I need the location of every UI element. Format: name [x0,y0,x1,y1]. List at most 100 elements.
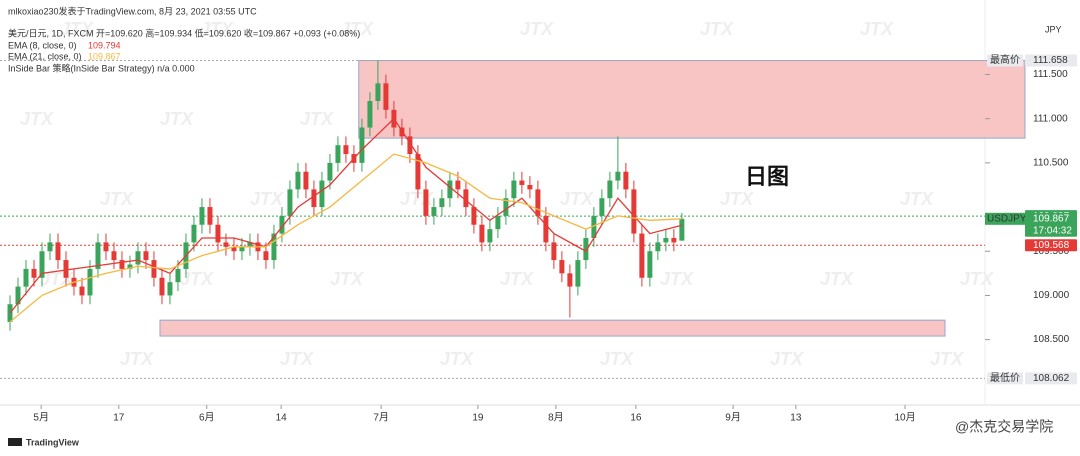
x-tick-label: 8月 [548,412,564,424]
candle-body [103,242,109,252]
chart-annotation: 日图 [745,164,789,189]
y-tick-label: 109.000 [1033,290,1070,301]
candle-body [343,145,349,155]
candle-body [135,251,141,265]
watermark: JTX [180,269,214,289]
candle-body [671,237,677,243]
candle-body [79,286,85,296]
watermark: JTX [820,269,854,289]
watermark: JTX [160,109,194,129]
candle-body [31,268,37,278]
price-label-box [1025,372,1077,385]
author-line: mlkoxiao230发表于TradingView.com, 8月 23, 20… [8,5,257,16]
watermark: JTX [60,19,94,39]
candle-body [7,304,13,322]
candle-body [607,180,613,199]
zone [358,60,1026,139]
candle-body [199,207,205,225]
watermark: JTX [660,269,694,289]
ema-line [9,153,682,323]
watermark: JTX [100,189,134,209]
candle-body [111,251,117,261]
candle-body [127,264,133,269]
candle-body [119,260,125,269]
candle-body [143,251,149,261]
watermark: JTX [520,19,554,39]
watermark: JTX [200,19,234,39]
candle-body [631,189,637,234]
zone [159,319,946,337]
price-label-time: 17:04:32 [1033,225,1072,236]
watermark: JTX [560,189,594,209]
price-label-box [1025,239,1077,252]
x-tick-label: 19 [472,413,484,424]
candle-body [479,224,485,243]
ema-line [9,117,683,314]
candle-body [191,224,197,243]
y-tick-label: 111.000 [1033,113,1068,124]
price-label: 108.062 [1033,373,1070,384]
candle-body [495,215,501,230]
candle-body [655,242,661,252]
candle-body [407,136,413,155]
watermark: JTX [400,189,434,209]
candle-body [439,198,445,208]
candle-body [55,242,61,261]
watermark: JTX [700,19,734,39]
x-tick-label: 13 [790,413,802,424]
price-label-name: 最高价 [990,53,1020,66]
candle-body [151,260,157,278]
candle-body [503,198,509,216]
watermark: JTX [500,269,534,289]
candle-body [63,260,69,278]
candle-body [679,218,685,241]
x-tick-label: 14 [276,413,288,424]
candle-body [463,189,469,208]
candle-body [519,180,525,185]
candle-body [415,154,421,190]
candle-body [567,273,573,287]
price-label-box [1025,212,1077,237]
candle-body [575,260,581,287]
candle-body [623,171,629,190]
watermark: JTX [960,269,994,289]
candle-body [319,180,325,208]
candle-body [375,83,381,102]
candle-body [663,237,669,243]
candle-body [311,189,317,208]
candle-body [207,207,213,225]
watermark: JTX [250,189,284,209]
symbol-line: 美元/日元, 1D, FXCM 开=109.620 高=109.934 低=10… [8,27,360,38]
candle-body [551,242,557,261]
candle-body [647,251,653,278]
price-label-box [1025,54,1077,67]
candle-body [431,207,437,216]
candle-body [487,229,493,243]
watermark: JTX [930,349,964,369]
candle-body [335,145,341,163]
y-tick-label: 108.500 [1033,334,1070,345]
price-label-name-box [987,372,1023,385]
candle-body [159,277,165,296]
candle-body [39,251,45,278]
candle-body [359,127,365,163]
candle-body [639,233,645,278]
y-tick-label: 109.500 [1033,246,1070,257]
candle-body [543,215,549,243]
watermark: JTX [20,109,54,129]
watermark-text: @杰克交易学院 [955,419,1053,435]
candle-body [295,171,301,190]
candle-body [167,282,173,296]
candle-body [559,260,565,274]
watermark: JTX [330,269,364,289]
candle-body [175,268,181,283]
candle-body [303,171,309,190]
candle-body [215,224,221,243]
watermark: JTX [340,19,374,39]
price-label-name: USDJPY [987,213,1027,224]
candle-body [239,246,245,252]
candle-body [471,207,477,225]
y-tick-label: 110.500 [1033,158,1069,169]
watermark: JTX [280,349,314,369]
